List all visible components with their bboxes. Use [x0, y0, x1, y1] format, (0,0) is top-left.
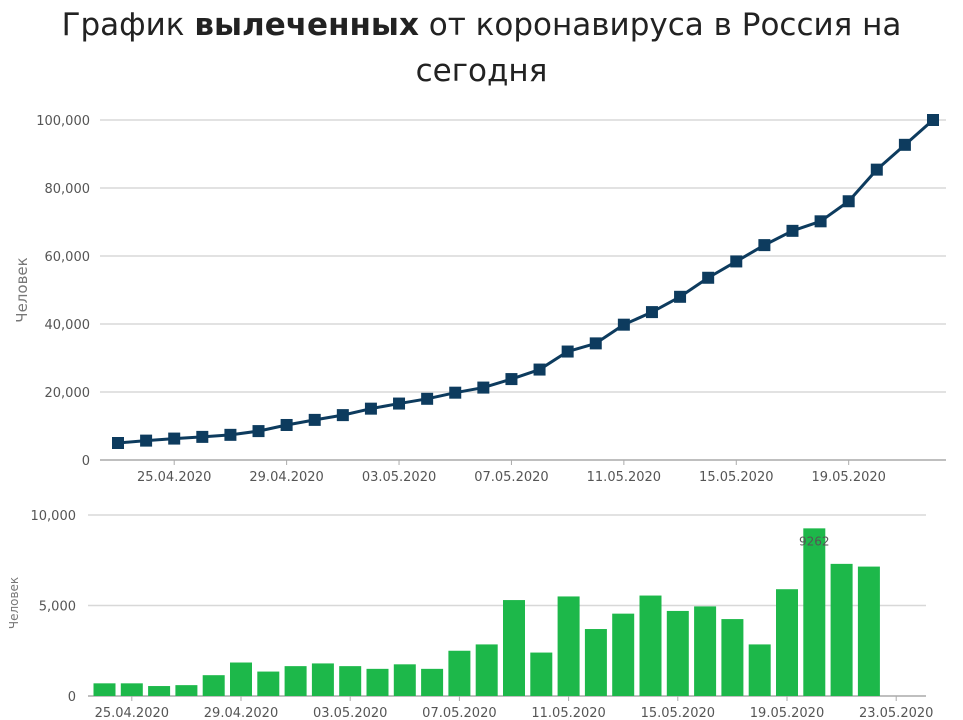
x-tick-label: 03.05.2020 [313, 706, 387, 720]
bar [148, 686, 171, 696]
data-point [364, 402, 377, 415]
x-tick-label: 11.05.2020 [587, 470, 661, 485]
y-tick-label: 5,000 [39, 600, 76, 615]
bar [857, 566, 880, 696]
x-tick-label: 19.05.2020 [750, 706, 824, 720]
bar [721, 619, 744, 696]
bar [666, 610, 689, 696]
y-tick-label: 60,000 [45, 250, 91, 265]
bar [93, 683, 116, 696]
x-tick-label: 07.05.2020 [422, 706, 496, 720]
y-axis-label: Человек [13, 257, 31, 322]
data-point [702, 271, 715, 284]
bar [584, 629, 607, 696]
bar [284, 666, 307, 696]
data-point [112, 437, 124, 449]
data-point [786, 224, 799, 237]
x-tick-label: 25.04.2020 [137, 470, 211, 485]
page-title: График вылеченных от коронавируса в Росс… [61, 7, 902, 89]
x-tick-label: 29.04.2020 [204, 706, 278, 720]
bar [393, 664, 416, 696]
x-tick-label: 11.05.2020 [531, 706, 605, 720]
data-point [927, 114, 939, 126]
y-tick-label: 0 [68, 690, 76, 705]
data-point [196, 430, 209, 443]
bar [421, 668, 444, 696]
bar [120, 683, 143, 696]
bar [175, 685, 198, 696]
bar [202, 675, 225, 696]
y-axis-label: Человек [7, 577, 21, 629]
bar [475, 644, 498, 696]
bar [557, 596, 580, 696]
bar [694, 606, 717, 696]
data-point [758, 239, 771, 252]
y-tick-label: 100,000 [36, 114, 90, 129]
data-point [308, 413, 321, 426]
x-tick-label: 25.04.2020 [95, 706, 169, 720]
data-point [730, 255, 743, 268]
bar [503, 600, 525, 696]
x-tick-label: 19.05.2020 [811, 470, 885, 485]
bar [612, 613, 635, 696]
data-point [674, 290, 687, 303]
data-point [280, 418, 293, 431]
data-point [505, 373, 518, 386]
bar [230, 662, 252, 696]
data-point [533, 363, 546, 376]
data-point [336, 409, 349, 422]
bar [830, 563, 853, 696]
bar [748, 644, 771, 696]
x-tick-label: 29.04.2020 [249, 470, 323, 485]
bar [339, 666, 362, 696]
y-tick-label: 0 [82, 454, 90, 469]
x-tick-label: 23.05.2020 [859, 706, 933, 720]
bar [257, 671, 280, 696]
data-point [898, 138, 911, 151]
data-point [477, 381, 490, 394]
x-tick-label: 15.05.2020 [699, 470, 773, 485]
data-point [252, 425, 265, 438]
data-point [449, 386, 462, 399]
x-tick-label: 03.05.2020 [362, 470, 436, 485]
data-point [393, 397, 406, 410]
data-point [814, 215, 827, 228]
data-point [589, 337, 602, 350]
data-point [140, 434, 153, 447]
y-tick-label: 80,000 [45, 182, 91, 197]
bar [448, 650, 471, 696]
x-tick-label: 15.05.2020 [641, 706, 715, 720]
data-point [224, 428, 237, 441]
data-point [421, 392, 434, 405]
recovered-daily-bar-chart: 0 5,000 10,000 Человек 9262 25.04.2020 29.04.2… [7, 509, 933, 720]
bar [530, 652, 553, 696]
data-point [842, 195, 855, 208]
bar [311, 663, 334, 696]
bar [366, 668, 389, 696]
bar [776, 589, 798, 696]
bar-data-label: 9262 [799, 534, 830, 548]
recovered-cumulative-line-chart: 0 20,000 40,000 60,000 80,000 100,000 Человек 2… [13, 114, 946, 485]
y-tick-label: 20,000 [45, 386, 91, 401]
x-tick-label: 07.05.2020 [474, 470, 548, 485]
y-tick-label: 40,000 [45, 318, 91, 333]
data-point [168, 432, 181, 445]
data-point [645, 306, 658, 319]
y-tick-label: 10,000 [31, 509, 77, 524]
data-point [617, 318, 630, 331]
data-point [870, 163, 883, 176]
bar [639, 595, 662, 696]
data-point [561, 345, 574, 358]
bar [803, 528, 826, 696]
series-line [117, 118, 934, 445]
